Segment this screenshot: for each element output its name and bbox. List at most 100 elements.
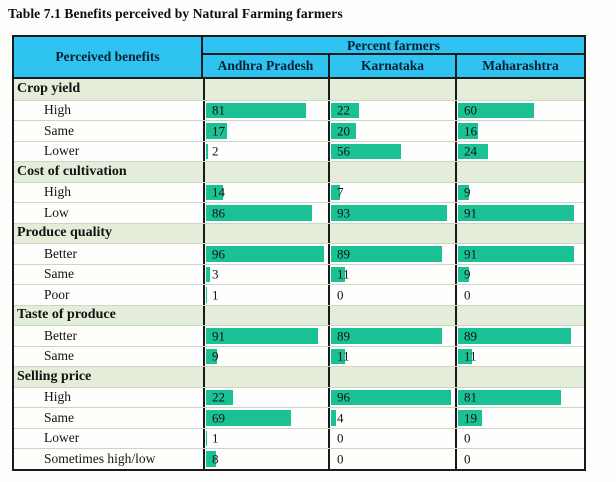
table-row: Better 91 89 89 xyxy=(14,325,584,346)
value-bar xyxy=(458,328,572,344)
value-text: 93 xyxy=(337,205,350,221)
value-bar xyxy=(206,451,216,467)
value-text: 14 xyxy=(212,184,225,200)
value-text: 19 xyxy=(464,410,477,426)
col-header-karnataka: Karnataka xyxy=(328,55,455,77)
value-cell: 22 xyxy=(203,387,328,407)
value-bar xyxy=(206,205,312,221)
value-text: 22 xyxy=(212,389,225,405)
value-text: 2 xyxy=(212,143,219,159)
section-empty-cell xyxy=(203,79,328,100)
section-empty-cell xyxy=(455,305,584,325)
value-cell: 2 xyxy=(203,141,328,161)
row-label: Low xyxy=(44,204,69,220)
row-label: Same xyxy=(44,266,74,282)
value-cell: 96 xyxy=(203,244,328,264)
section-empty-cell xyxy=(455,367,584,387)
value-text: 9 xyxy=(212,348,219,364)
section-row: Produce quality xyxy=(14,222,584,243)
value-bar xyxy=(206,430,208,446)
value-text: 96 xyxy=(337,389,350,405)
value-bar xyxy=(331,266,345,282)
value-cell: 0 xyxy=(455,285,584,305)
section-label: Taste of produce xyxy=(17,307,116,323)
value-text: 11 xyxy=(337,348,350,364)
value-cell: 24 xyxy=(455,141,584,161)
value-text: 0 xyxy=(337,430,344,446)
value-bar xyxy=(331,143,401,159)
value-text: 91 xyxy=(464,246,477,262)
section-empty-cell xyxy=(328,305,455,325)
value-cell: 7 xyxy=(328,182,455,202)
value-bar xyxy=(206,184,224,200)
col-header-andhra-pradesh: Andhra Pradesh xyxy=(217,58,314,73)
row-label: Same xyxy=(44,409,74,425)
value-text: 81 xyxy=(212,102,225,118)
table-row: Sometimes high/low 8 0 0 xyxy=(14,448,584,469)
value-cell: 89 xyxy=(328,244,455,264)
row-label: High xyxy=(44,184,71,200)
value-text: 16 xyxy=(464,123,477,139)
section-empty-cell xyxy=(328,223,455,243)
value-bar xyxy=(458,143,489,159)
table-row: Better 96 89 91 xyxy=(14,243,584,264)
value-bar xyxy=(206,348,218,364)
section-row: Selling price xyxy=(14,366,584,387)
section-label: Cost of cultivation xyxy=(17,163,127,179)
table-title: Table 7.1 Benefits perceived by Natural … xyxy=(8,6,343,21)
table-row: High 22 96 81 xyxy=(14,386,584,407)
section-empty-cell xyxy=(328,79,455,100)
section-empty-cell xyxy=(455,162,584,182)
table-row: High 14 7 9 xyxy=(14,181,584,202)
value-text: 89 xyxy=(464,328,477,344)
value-text: 9 xyxy=(464,184,471,200)
row-label: Lower xyxy=(44,430,80,446)
section-empty-cell xyxy=(328,162,455,182)
state-header-row: Andhra Pradesh Karnataka Maharashtra xyxy=(203,55,584,77)
value-bar xyxy=(331,246,443,262)
benefits-table: Perceived benefits Percent farmers Andhr… xyxy=(12,35,586,471)
row-label: Same xyxy=(44,122,74,138)
value-text: 0 xyxy=(337,451,344,467)
section-label: Produce quality xyxy=(17,225,113,241)
value-cell: 69 xyxy=(203,408,328,428)
value-cell: 0 xyxy=(328,428,455,448)
section-empty-cell xyxy=(455,223,584,243)
value-cell: 0 xyxy=(328,449,455,469)
value-bar xyxy=(458,102,535,118)
value-cell: 89 xyxy=(455,326,584,346)
section-empty-cell xyxy=(328,367,455,387)
section-label: Crop yield xyxy=(17,81,81,97)
table-row: Same 17 20 16 xyxy=(14,120,584,141)
value-bar xyxy=(331,123,356,139)
value-cell: 9 xyxy=(203,346,328,366)
value-cell: 1 xyxy=(203,428,328,448)
value-bar xyxy=(206,102,306,118)
col-header-perceived-benefits: Perceived benefits xyxy=(55,49,160,64)
value-text: 0 xyxy=(464,430,471,446)
row-label: Sometimes high/low xyxy=(44,450,156,466)
value-cell: 89 xyxy=(328,326,455,346)
value-cell: 9 xyxy=(455,182,584,202)
section-row: Taste of produce xyxy=(14,304,584,325)
value-bar xyxy=(331,205,448,221)
value-bar xyxy=(206,328,318,344)
value-text: 89 xyxy=(337,328,350,344)
value-cell: 11 xyxy=(328,264,455,284)
value-text: 1 xyxy=(212,287,219,303)
value-text: 11 xyxy=(337,266,350,282)
row-label: Lower xyxy=(44,143,80,159)
value-bar xyxy=(458,246,574,262)
value-text: 0 xyxy=(337,287,344,303)
value-bar xyxy=(206,389,234,405)
value-bar xyxy=(331,184,340,200)
value-cell: 93 xyxy=(328,203,455,223)
value-cell: 0 xyxy=(328,285,455,305)
table-body: Crop yield High 81 22 60 Same 17 20 16 Lower 2 56 24… xyxy=(14,79,584,469)
value-text: 3 xyxy=(212,266,219,282)
value-bar xyxy=(206,143,209,159)
value-cell: 0 xyxy=(455,428,584,448)
value-text: 20 xyxy=(337,123,350,139)
value-text: 86 xyxy=(212,205,225,221)
table-header: Perceived benefits Percent farmers Andhr… xyxy=(14,37,584,79)
